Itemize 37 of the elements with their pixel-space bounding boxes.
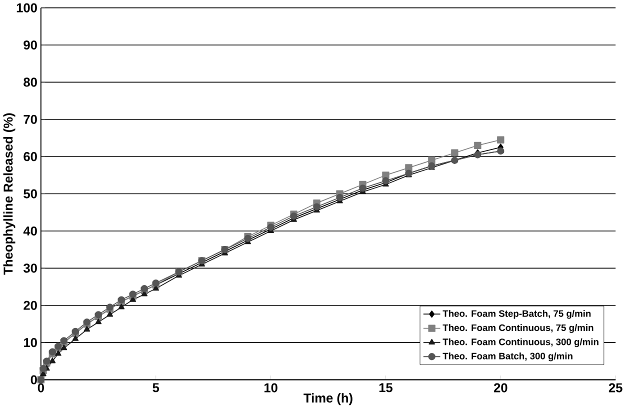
y-axis-title: Theophylline Released (%) [3, 113, 16, 275]
x-axis-title: Time (h) [304, 392, 352, 405]
point [382, 171, 390, 179]
x-tick-label: 15 [379, 383, 392, 392]
point [428, 156, 436, 164]
point [497, 136, 504, 144]
point [474, 142, 482, 149]
point [405, 164, 412, 172]
y-tick-label: 0 [30, 375, 37, 384]
point [60, 344, 68, 350]
x-tick-label: 20 [494, 383, 508, 392]
point [451, 149, 458, 156]
point [54, 350, 62, 356]
point [95, 318, 102, 324]
y-tick-label: 70 [24, 114, 37, 124]
y-tick-label: 10 [24, 338, 37, 347]
y-tick-label: 50 [24, 189, 37, 198]
point [106, 310, 114, 317]
point [118, 303, 125, 310]
y-tick-label: 40 [23, 226, 37, 236]
point [84, 326, 90, 332]
x-tick-label: 10 [264, 383, 278, 392]
legend-label: Theo. Foam Step-Batch, 75 g/min [442, 310, 591, 319]
legend-label: Theo. Foam Batch, 300 g/min [442, 352, 572, 362]
x-tick-label: 25 [608, 383, 622, 392]
x-tick-label: 5 [152, 383, 160, 392]
y-tick-label: 20 [24, 300, 37, 310]
y-tick-label: 90 [24, 40, 37, 50]
point [49, 357, 56, 364]
y-tick-label: 30 [23, 263, 37, 273]
x-tick-label: 0 [38, 383, 44, 392]
point [72, 335, 79, 341]
y-tick-label: 100 [16, 3, 37, 12]
y-tick-label: 80 [24, 77, 37, 87]
legend-label: Theo. Foam Continuous, 75 g/min [442, 324, 594, 333]
legend-label: Theo. Foam Continuous, 300 g/min [442, 338, 598, 347]
y-tick-label: 60 [24, 152, 37, 161]
